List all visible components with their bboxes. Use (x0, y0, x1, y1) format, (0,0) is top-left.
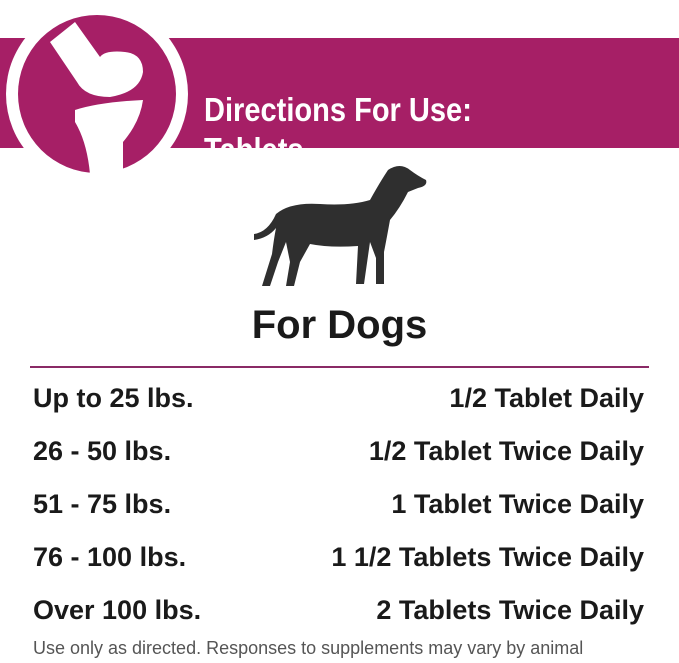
weight-range: 26 - 50 lbs. (33, 436, 172, 466)
dose: 1/2 Tablet Daily (449, 383, 644, 413)
dosage-row: Over 100 lbs. 2 Tablets Twice Daily (33, 590, 644, 630)
joint-icon (6, 3, 188, 185)
dose: 1 Tablet Twice Daily (391, 489, 644, 519)
page-title: Directions For Use: Tablets (204, 90, 472, 170)
dosage-row: 26 - 50 lbs. 1/2 Tablet Twice Daily (33, 431, 644, 471)
weight-range: 76 - 100 lbs. (33, 542, 187, 572)
section-heading: For Dogs (251, 303, 428, 347)
title-line-1: Directions For Use: (204, 91, 472, 128)
dog-icon (254, 166, 427, 286)
dose: 1 1/2 Tablets Twice Daily (331, 542, 644, 572)
weight-range: Up to 25 lbs. (33, 383, 194, 413)
divider (30, 366, 649, 368)
weight-range: Over 100 lbs. (33, 595, 202, 625)
dosage-row: 51 - 75 lbs. 1 Tablet Twice Daily (33, 484, 644, 524)
dose: 1/2 Tablet Twice Daily (368, 436, 644, 466)
dosage-row: Up to 25 lbs. 1/2 Tablet Daily (33, 378, 644, 418)
weight-range: 51 - 75 lbs. (33, 489, 172, 519)
title-line-2: Tablets (204, 131, 304, 168)
dosage-row: 76 - 100 lbs. 1 1/2 Tablets Twice Daily (33, 537, 644, 577)
dose: 2 Tablets Twice Daily (376, 595, 644, 625)
disclaimer: Use only as directed. Responses to suppl… (33, 638, 584, 658)
